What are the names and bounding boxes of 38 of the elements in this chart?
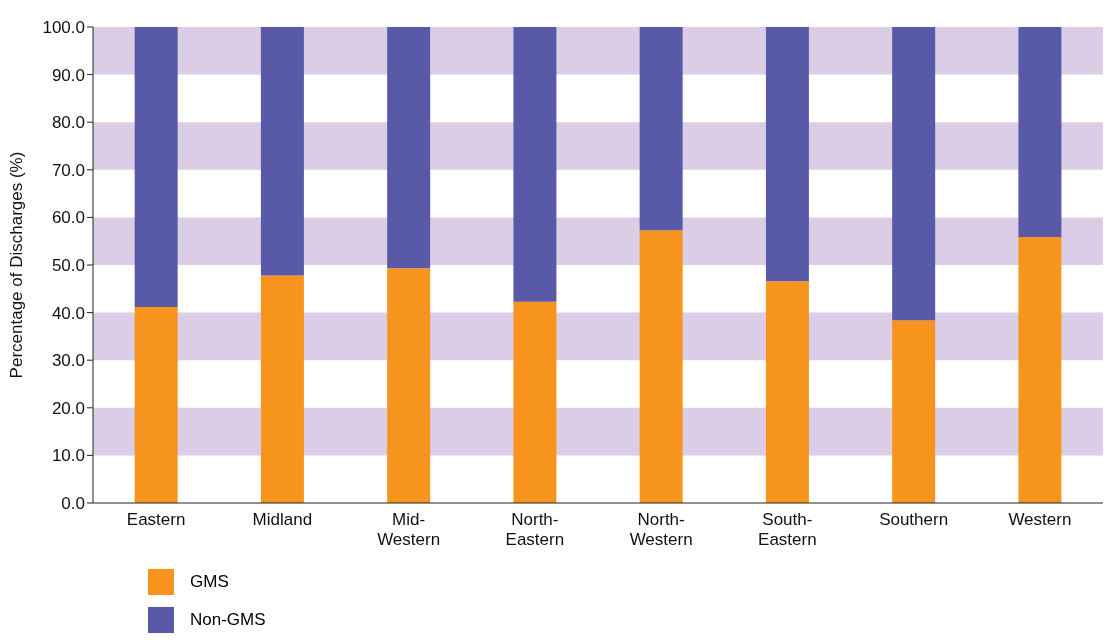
bar bbox=[639, 230, 683, 503]
bar bbox=[134, 27, 178, 307]
x-tick-label: South-Eastern bbox=[758, 510, 817, 549]
bar bbox=[513, 27, 557, 302]
y-tick-label: 20.0 bbox=[51, 398, 85, 418]
legend-label: GMS bbox=[190, 572, 229, 592]
bar bbox=[1018, 236, 1062, 503]
bar bbox=[513, 301, 557, 503]
x-tick-label: Southern bbox=[879, 510, 949, 529]
y-tick-label: 80.0 bbox=[51, 113, 85, 133]
y-tick-label: 30.0 bbox=[51, 351, 85, 371]
bar bbox=[1018, 27, 1062, 237]
bar bbox=[765, 281, 809, 503]
x-tick-label: Western bbox=[1008, 510, 1072, 529]
y-tick-label: 90.0 bbox=[51, 65, 85, 85]
y-tick-label: 0.0 bbox=[61, 494, 85, 514]
bar bbox=[134, 306, 178, 503]
bar bbox=[260, 275, 304, 503]
bar bbox=[892, 27, 936, 321]
y-tick-label: 100.0 bbox=[42, 18, 85, 38]
bar bbox=[765, 27, 809, 282]
legend-label: Non-GMS bbox=[190, 610, 266, 630]
x-tick-label: Midland bbox=[252, 510, 313, 529]
bar bbox=[387, 268, 431, 503]
bar bbox=[892, 320, 936, 503]
bar bbox=[387, 27, 431, 269]
x-tick-label: North-Western bbox=[629, 510, 693, 549]
bar bbox=[639, 27, 683, 231]
y-tick-label: 60.0 bbox=[51, 208, 85, 228]
y-tick-label: 70.0 bbox=[51, 160, 85, 180]
x-tick-label: North-Eastern bbox=[505, 510, 565, 549]
x-tick-label: Mid-Western bbox=[377, 510, 441, 549]
y-tick-label: 50.0 bbox=[51, 256, 85, 276]
y-tick-label: 10.0 bbox=[51, 446, 85, 466]
y-axis-title: Percentage of Discharges (%) bbox=[7, 151, 27, 379]
bar bbox=[260, 27, 304, 276]
y-tick-label: 40.0 bbox=[51, 303, 85, 323]
x-tick-label: Eastern bbox=[126, 510, 186, 529]
